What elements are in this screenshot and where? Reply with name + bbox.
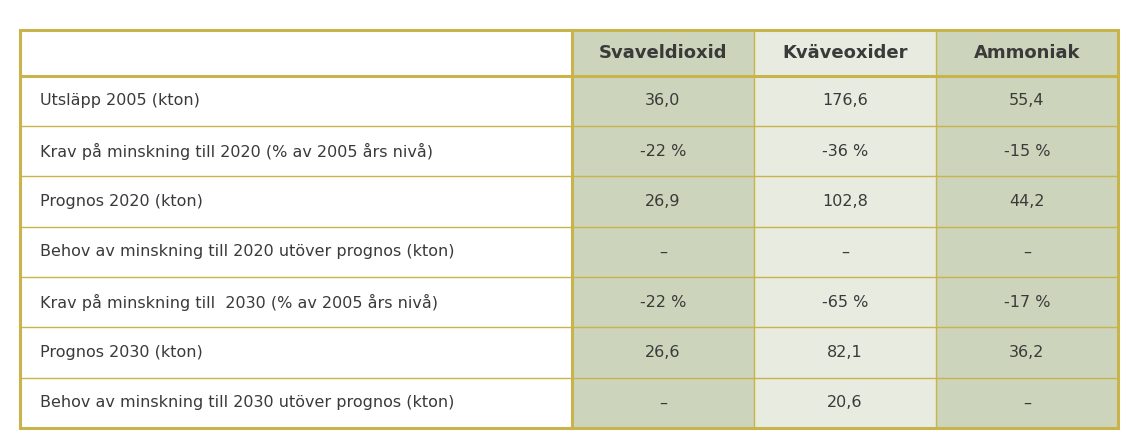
Text: -17 %: -17 %: [1004, 295, 1050, 310]
Text: –: –: [1023, 395, 1031, 410]
Text: Krav på minskning till  2030 (% av 2005 års nivå): Krav på minskning till 2030 (% av 2005 å…: [41, 294, 438, 311]
Text: Krav på minskning till 2020 (% av 2005 års nivå): Krav på minskning till 2020 (% av 2005 å…: [41, 143, 434, 160]
Bar: [571, 227, 753, 277]
Text: -22 %: -22 %: [640, 144, 686, 159]
Bar: [20, 30, 1118, 428]
Bar: [571, 30, 753, 76]
Text: 176,6: 176,6: [822, 94, 868, 108]
Bar: [20, 327, 571, 378]
Bar: [20, 126, 571, 177]
Bar: [935, 177, 1118, 227]
Text: 44,2: 44,2: [1009, 194, 1045, 209]
Bar: [571, 378, 753, 428]
Bar: [753, 227, 935, 277]
Bar: [935, 126, 1118, 177]
Bar: [753, 277, 935, 327]
Bar: [20, 177, 571, 227]
Bar: [935, 378, 1118, 428]
Bar: [753, 327, 935, 378]
Bar: [753, 76, 935, 126]
Bar: [20, 227, 571, 277]
Text: Kväveoxider: Kväveoxider: [782, 44, 908, 62]
Text: Behov av minskning till 2030 utöver prognos (kton): Behov av minskning till 2030 utöver prog…: [41, 395, 455, 410]
Text: –: –: [1023, 245, 1031, 259]
Bar: [571, 327, 753, 378]
Text: Ammoniak: Ammoniak: [974, 44, 1080, 62]
Bar: [571, 76, 753, 126]
Text: 36,0: 36,0: [645, 94, 681, 108]
Text: -36 %: -36 %: [822, 144, 868, 159]
Bar: [20, 76, 571, 126]
Text: –: –: [841, 245, 849, 259]
Bar: [935, 227, 1118, 277]
Text: 102,8: 102,8: [822, 194, 868, 209]
Bar: [935, 76, 1118, 126]
Text: -22 %: -22 %: [640, 295, 686, 310]
Text: 55,4: 55,4: [1009, 94, 1045, 108]
Bar: [571, 277, 753, 327]
Text: Behov av minskning till 2020 utöver prognos (kton): Behov av minskning till 2020 utöver prog…: [41, 245, 455, 259]
Bar: [935, 30, 1118, 76]
Bar: [571, 177, 753, 227]
Text: Prognos 2020 (kton): Prognos 2020 (kton): [41, 194, 204, 209]
Text: 26,9: 26,9: [645, 194, 681, 209]
Text: 26,6: 26,6: [645, 345, 681, 360]
Bar: [753, 30, 935, 76]
Bar: [753, 378, 935, 428]
Text: 20,6: 20,6: [827, 395, 863, 410]
Text: Prognos 2030 (kton): Prognos 2030 (kton): [41, 345, 204, 360]
Text: Utsläpp 2005 (kton): Utsläpp 2005 (kton): [41, 94, 200, 108]
Text: 36,2: 36,2: [1009, 345, 1045, 360]
Bar: [753, 177, 935, 227]
Bar: [20, 277, 571, 327]
Bar: [20, 30, 1118, 428]
Text: -65 %: -65 %: [822, 295, 868, 310]
Bar: [20, 30, 1118, 76]
Text: –: –: [659, 395, 667, 410]
Text: -15 %: -15 %: [1004, 144, 1050, 159]
Bar: [935, 327, 1118, 378]
Text: Svaveldioxid: Svaveldioxid: [599, 44, 727, 62]
Bar: [935, 277, 1118, 327]
Text: 82,1: 82,1: [827, 345, 863, 360]
Bar: [571, 126, 753, 177]
Bar: [20, 378, 571, 428]
Bar: [753, 126, 935, 177]
Text: –: –: [659, 245, 667, 259]
